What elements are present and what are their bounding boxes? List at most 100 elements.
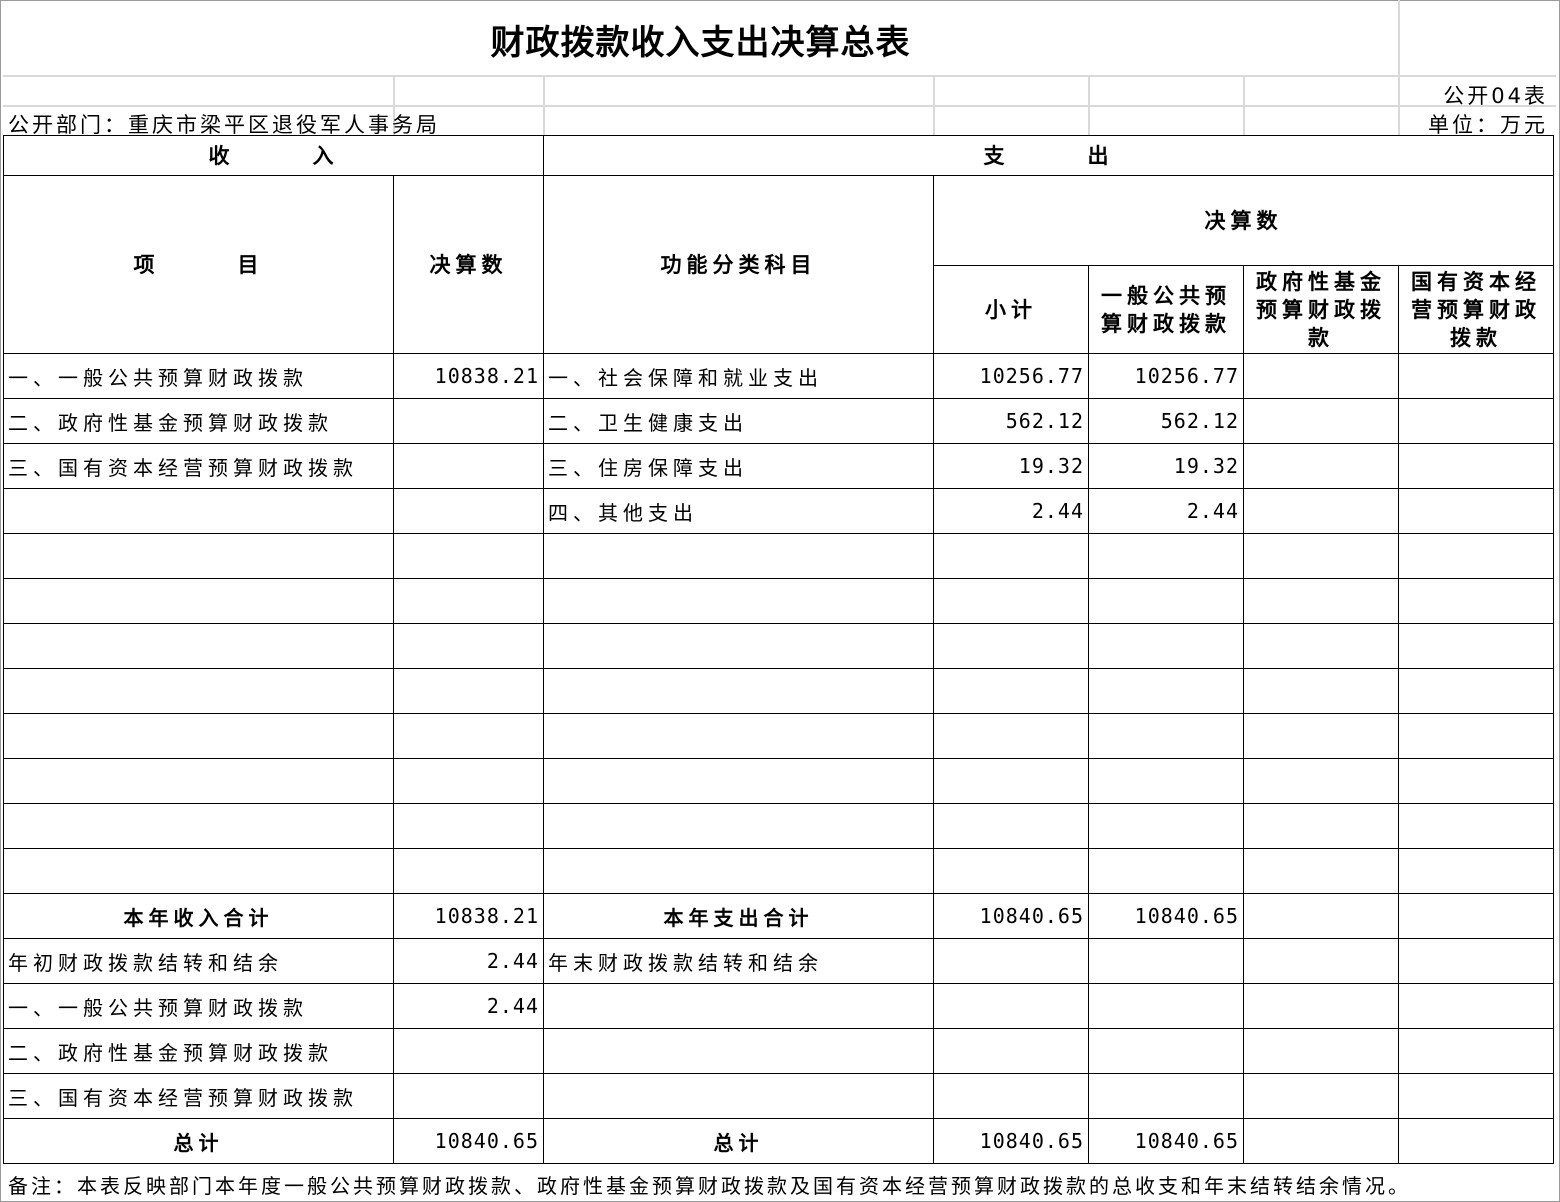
gridline (3, 75, 1556, 77)
label-cell (3, 848, 394, 894)
table-row (3, 578, 1554, 624)
amount-cell (1088, 578, 1244, 624)
table-row: 二、政府性基金预算财政拨款 二、卫生健康支出 562.12 562.12 (3, 398, 1554, 444)
amount-cell (1243, 758, 1399, 804)
amount-cell: 19.32 (933, 443, 1089, 489)
amount-cell: 2.44 (1088, 488, 1244, 534)
label-cell: 年末财政拨款结转和结余 (543, 938, 934, 984)
amount-cell (1398, 713, 1554, 759)
unit-label: 单位：万元 (1428, 113, 1548, 137)
finance-table: 收 入 支 出 项 目 决算数 功能分类科目 决算数 小计 一般公共预算财政拨款… (3, 135, 1554, 1164)
label-cell: 三、国有资本经营预算财政拨款 (3, 1073, 394, 1119)
amount-cell: 10840.65 (1088, 893, 1244, 939)
amount-cell (1088, 533, 1244, 579)
gov-fund-header: 政府性基金预算财政拨款 (1243, 265, 1399, 354)
label-cell: 二、政府性基金预算财政拨款 (3, 1028, 394, 1074)
amount-cell (1243, 623, 1399, 669)
amount-cell (1243, 398, 1399, 444)
table-row: 三、国有资本经营预算财政拨款 三、住房保障支出 19.32 19.32 (3, 443, 1554, 489)
label-cell: 本年收入合计 (3, 893, 394, 939)
label-cell (543, 668, 934, 714)
label-cell (543, 578, 934, 624)
amount-cell (933, 713, 1089, 759)
amount-cell (393, 1028, 544, 1074)
amount-cell (1243, 443, 1399, 489)
amount-cell (1243, 578, 1399, 624)
amount-cell (933, 938, 1089, 984)
table-row: 年初财政拨款结转和结余 2.44 年末财政拨款结转和结余 (3, 938, 1554, 984)
label-cell: 一、社会保障和就业支出 (543, 353, 934, 399)
table-row: 四、其他支出 2.44 2.44 (3, 488, 1554, 534)
amount-cell (1088, 713, 1244, 759)
amount-cell (1243, 848, 1399, 894)
amount-cell (1088, 938, 1244, 984)
table-row (3, 803, 1554, 849)
amount-cell (1398, 398, 1554, 444)
gridline (1398, 0, 1400, 135)
label-cell (3, 578, 394, 624)
amount-cell (1088, 848, 1244, 894)
label-cell (543, 983, 934, 1029)
table-row: 三、国有资本经营预算财政拨款 (3, 1073, 1554, 1119)
label-cell (543, 533, 934, 579)
amount-cell (1243, 1118, 1399, 1164)
amount-cell: 10840.65 (933, 893, 1089, 939)
amount-cell (1398, 488, 1554, 534)
amount-cell (933, 1028, 1089, 1074)
amount-cell (1398, 353, 1554, 399)
amount-cell (1398, 983, 1554, 1029)
amount-cell (393, 713, 544, 759)
general-budget-header: 一般公共预算财政拨款 (1088, 265, 1244, 354)
label-cell (543, 623, 934, 669)
amount-cell (933, 578, 1089, 624)
label-cell: 三、国有资本经营预算财政拨款 (3, 443, 394, 489)
amount-cell (1398, 578, 1554, 624)
amount-cell (1398, 443, 1554, 489)
label-cell (3, 803, 394, 849)
amount-cell (1398, 848, 1554, 894)
amount-cell (393, 488, 544, 534)
amount-cell: 10840.65 (1088, 1118, 1244, 1164)
amount-cell: 10838.21 (393, 353, 544, 399)
function-category-header: 功能分类科目 (543, 175, 934, 354)
amount-cell (1243, 893, 1399, 939)
label-cell (3, 533, 394, 579)
label-cell (543, 758, 934, 804)
amount-cell (1243, 488, 1399, 534)
gridline (933, 77, 935, 135)
gridline (1088, 77, 1090, 135)
label-cell: 本年支出合计 (543, 893, 934, 939)
amount-cell (1398, 1073, 1554, 1119)
amount-cell (1398, 758, 1554, 804)
label-cell: 年初财政拨款结转和结余 (3, 938, 394, 984)
amount-cell (1243, 1073, 1399, 1119)
label-cell (543, 1073, 934, 1119)
amount-cell: 10840.65 (933, 1118, 1089, 1164)
amount-cell (1243, 713, 1399, 759)
label-cell (3, 488, 394, 534)
amount-cell (1088, 983, 1244, 1029)
label-cell (543, 848, 934, 894)
amount-cell (393, 623, 544, 669)
expense-header: 支 出 (543, 135, 1554, 176)
table-row: 一、一般公共预算财政拨款 10838.21 一、社会保障和就业支出 10256.77 1… (3, 353, 1554, 399)
page-title: 财政拨款收入支出决算总表 (490, 23, 911, 63)
label-cell (3, 623, 394, 669)
table-row (3, 623, 1554, 669)
amount-cell: 2.44 (933, 488, 1089, 534)
amount-cell (393, 533, 544, 579)
amount-cell (1398, 893, 1554, 939)
amount-cell (933, 983, 1089, 1029)
label-cell (3, 668, 394, 714)
amount-cell: 10256.77 (1088, 353, 1244, 399)
item-header: 项 目 (3, 175, 394, 354)
amount-cell (393, 668, 544, 714)
amount-cell (1088, 623, 1244, 669)
table-row: 一、一般公共预算财政拨款 2.44 (3, 983, 1554, 1029)
table-row (3, 713, 1554, 759)
label-cell (543, 713, 934, 759)
table-row (3, 848, 1554, 894)
label-cell: 总计 (3, 1118, 394, 1164)
label-cell (543, 803, 934, 849)
label-cell: 总计 (543, 1118, 934, 1164)
